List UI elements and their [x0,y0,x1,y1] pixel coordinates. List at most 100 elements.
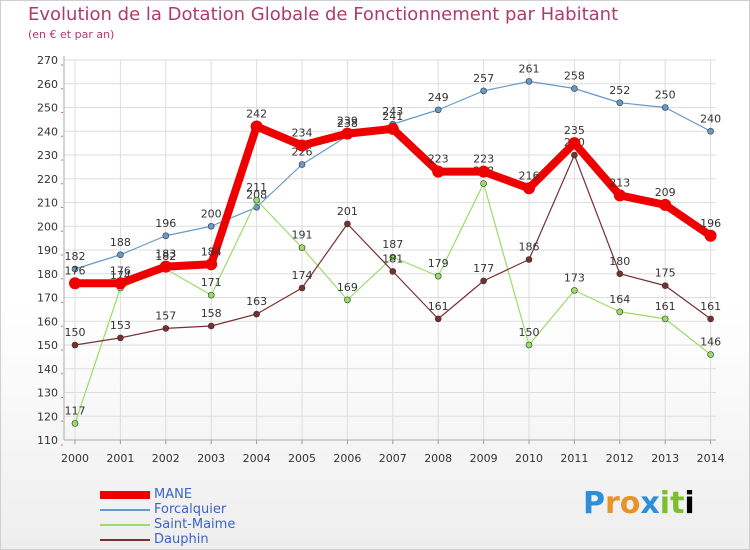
data-point [616,99,624,107]
y-tick-label: 230 [37,149,58,162]
data-label: 157 [155,309,176,322]
y-tick-label: 170 [37,292,58,305]
data-point [571,85,578,92]
data-point [707,351,714,358]
data-point [389,268,397,275]
legend-item-dauphin: Dauphin [100,532,235,547]
data-point [434,315,442,323]
data-point [434,106,442,114]
data-label: 150 [65,326,86,339]
data-point [162,232,170,240]
legend-label: MANE [154,487,193,502]
data-label: 181 [382,252,403,265]
data-point [661,315,669,323]
y-tick-label: 180 [37,268,58,281]
data-label: 238 [337,117,358,130]
data-point [117,334,124,342]
data-point [568,137,581,150]
data-label: 146 [700,336,721,349]
data-label: 208 [246,188,267,201]
data-label: 179 [428,257,449,270]
data-label: 176 [65,264,86,277]
data-label: 161 [428,300,449,313]
data-point [707,127,714,135]
data-label: 188 [110,236,131,249]
y-tick-label: 260 [37,78,58,91]
y-tick-label: 150 [37,339,58,352]
data-label: 226 [292,146,313,159]
data-point [207,291,215,299]
x-tick-label: 2010 [515,452,543,465]
legend-item-mane: MANE [100,487,235,502]
data-label: 250 [655,89,676,102]
data-point [659,198,672,211]
data-label: 180 [609,255,630,268]
data-label: 216 [519,169,540,182]
data-label: 161 [700,300,721,313]
data-point [704,229,717,242]
y-tick-label: 240 [37,125,58,138]
data-point [341,127,354,140]
legend-swatch [100,490,150,499]
data-point [207,322,215,330]
legend-label: Saint-Maime [154,517,236,532]
data-label: 182 [65,250,86,263]
data-label: 240 [700,112,721,125]
x-tick-label: 2003 [197,452,225,465]
legend-swatch [100,508,150,511]
data-point [71,420,79,427]
data-label: 241 [382,110,403,123]
data-point [207,222,215,230]
y-tick-label: 130 [37,387,58,400]
data-point [71,265,79,273]
x-tick-label: 2006 [333,452,361,465]
data-point [298,284,306,292]
data-label: 243 [382,105,403,118]
data-label: 223 [473,153,494,166]
data-point [159,260,172,273]
data-point [344,220,351,228]
x-tick-label: 2002 [152,452,180,465]
x-tick-label: 2007 [379,452,407,465]
legend-label: Forcalquier [154,502,227,517]
data-label: 158 [201,307,222,320]
data-label: 211 [246,181,267,194]
data-label: 183 [155,248,176,261]
y-tick-label: 250 [37,102,58,115]
data-label: 186 [519,241,540,254]
data-point [480,277,487,285]
data-label: 201 [337,205,358,218]
data-point [477,165,490,178]
data-label: 164 [609,293,630,306]
data-point [432,165,445,178]
data-label: 184 [201,245,222,258]
data-point [386,122,399,135]
data-point [661,104,669,111]
y-tick-label: 220 [37,173,58,186]
x-tick-label: 2014 [697,452,725,465]
data-label: 161 [655,300,676,313]
legend-label: Dauphin [154,532,209,547]
data-label: 191 [292,229,313,242]
data-point [250,120,263,133]
data-label: 171 [201,276,222,289]
data-point [117,251,124,259]
data-point [480,87,487,95]
data-label: 150 [519,326,540,339]
x-tick-label: 2009 [470,452,498,465]
data-label: 196 [700,217,721,230]
data-label: 200 [201,207,222,220]
data-label: 234 [292,127,313,140]
data-label: 176 [110,264,131,277]
data-point [707,315,714,323]
data-label: 235 [564,124,585,137]
data-point [661,282,669,289]
data-point [571,151,578,159]
data-label: 169 [337,281,358,294]
data-label: 117 [65,404,86,417]
y-tick-label: 120 [37,410,58,423]
chart-legend: MANE Forcalquier Saint-Maime Dauphin [100,487,235,547]
data-point [71,341,79,349]
data-point [69,277,81,290]
data-point [616,270,624,278]
